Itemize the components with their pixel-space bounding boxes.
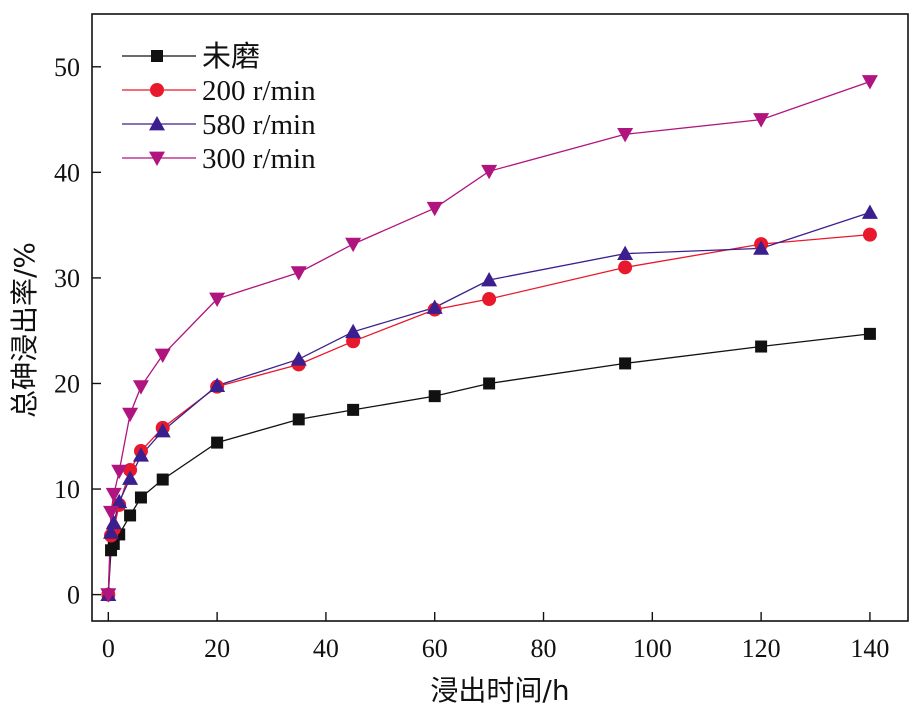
series-3-point-9 [345,323,362,339]
series-3-point-14 [861,204,878,219]
y-tick-label-20: 20 [54,369,80,398]
series-3-point-8 [290,351,307,366]
series-markers [100,75,878,603]
series-4-point-9 [345,237,362,253]
legend-1-label: 未磨 [202,40,260,73]
series-3-line [107,211,871,595]
series-3-point-4 [122,470,139,485]
series-3-point-1 [103,524,120,539]
y-axis-ticks: 0 10 20 30 40 50 [54,53,101,610]
series-3-point-12 [617,245,634,261]
series-4-point-8 [290,266,307,281]
series-1-point-6 [156,473,169,486]
series-1-point-11 [483,377,496,390]
x-axis-title: 浸出时间/h [430,674,569,707]
plot-border [91,13,909,622]
series-1-point-8 [292,413,305,426]
legend-2-label: 200 r/min [202,75,316,107]
legend-1-marker [151,50,163,62]
x-tick-label-120: 120 [742,634,781,663]
series-4-point-0 [100,588,117,603]
series-3-point-2 [105,514,122,530]
y-tick-label-50: 50 [54,53,80,82]
series-4-point-14 [861,75,878,90]
series-3-point-3 [111,493,128,509]
series-3-point-7 [209,377,226,392]
y-tick-label-10: 10 [54,475,80,504]
series-2-line [107,233,870,595]
series-4-point-6 [154,348,171,363]
x-tick-label-60: 60 [422,634,448,663]
series-2-point-14 [862,227,877,242]
x-tick-label-100: 100 [633,634,672,663]
series-4-point-1 [103,505,120,521]
series-2-point-12 [618,260,633,275]
x-tick-label-0: 0 [102,634,115,663]
x-tick-label-40: 40 [313,634,339,663]
series-3-point-5 [132,447,149,462]
plot-area-frame [91,13,909,622]
series-1-point-12 [619,357,632,370]
series-4-point-10 [426,201,443,217]
y-tick-label-30: 30 [54,264,80,293]
series-4-point-11 [481,164,498,180]
series-4-point-12 [617,127,634,143]
series-3-point-13 [753,240,770,255]
x-tick-label-140: 140 [850,634,889,663]
series-4-point-13 [753,113,770,128]
series-1-point-4 [124,509,137,522]
series-4-point-7 [209,292,226,308]
series-3-point-10 [426,299,443,314]
series-2-point-11 [482,292,497,307]
series-4-point-4 [122,407,139,423]
series-3-point-11 [481,272,498,287]
series-1-line [107,333,870,595]
series-4-point-3 [111,464,128,480]
legend-3-marker [149,116,165,131]
series-1-point-14 [863,327,876,340]
series-1-point-5 [134,491,147,504]
series-1-point-7 [211,436,224,449]
legend-4-label: 300 r/min [202,143,316,175]
series-1-point-13 [755,340,768,353]
x-axis-ticks: 0 20 40 60 80 100 120 140 [102,612,889,663]
y-tick-label-0: 0 [67,581,80,610]
series-2-point-4 [123,463,138,478]
x-tick-label-80: 80 [531,634,557,663]
series-4-point-5 [132,380,149,395]
series-3-point-6 [154,422,171,438]
series-1-point-10 [428,390,441,403]
legend-3-label: 580 r/min [202,109,316,141]
legend-2-marker [150,83,164,97]
y-tick-label-40: 40 [54,158,80,187]
series-4-point-2 [105,487,122,503]
series-1-point-9 [347,403,360,416]
legend-4-marker [149,151,165,166]
y-axis-title: 总砷浸出率/% [8,242,41,418]
x-tick-label-20: 20 [204,634,230,663]
